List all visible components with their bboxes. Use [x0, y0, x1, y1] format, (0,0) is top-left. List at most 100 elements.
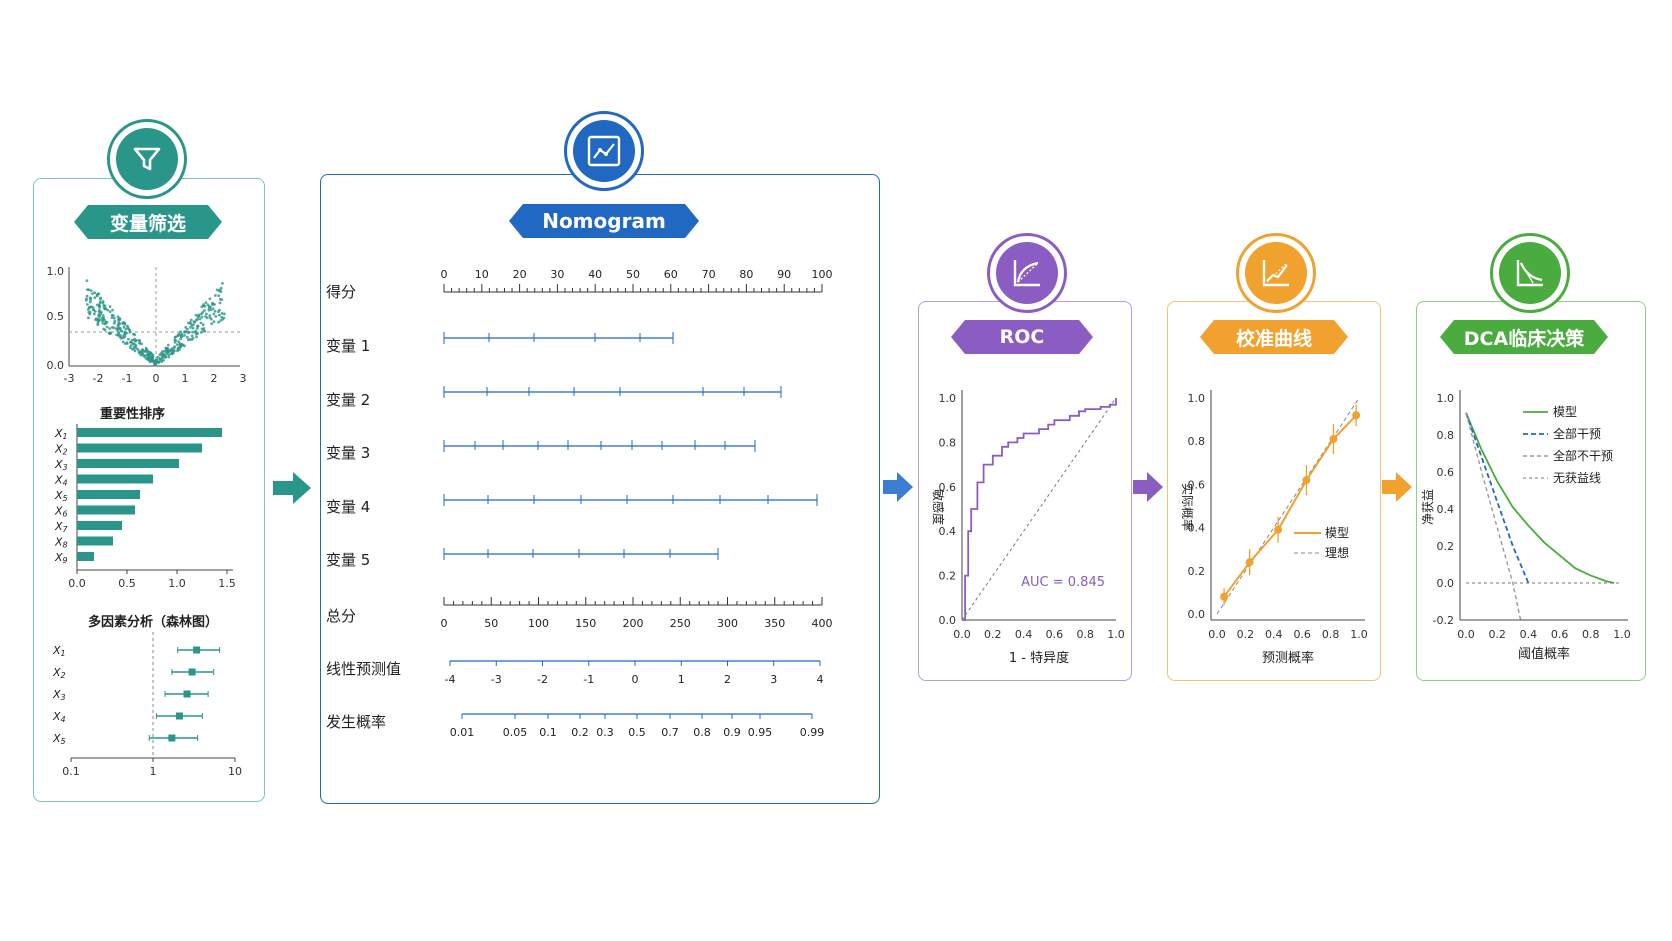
probability-tick-label: 0.95 — [748, 726, 773, 739]
dca-xtick: 1.0 — [1613, 628, 1631, 641]
volcano-point — [97, 304, 101, 307]
importance-label: X3 — [54, 458, 68, 472]
volcano-point — [179, 333, 183, 337]
probability-tick-label: 0.05 — [503, 726, 528, 739]
volcano-xtick: 2 — [211, 372, 218, 385]
calibration-xtick: 0.8 — [1322, 628, 1340, 641]
volcano-point — [204, 315, 208, 318]
linear-predictor-tick-label: 0 — [632, 673, 639, 686]
volcano-point — [186, 327, 189, 331]
volcano-point — [123, 335, 127, 339]
importance-tick-label: 0.5 — [118, 577, 136, 590]
forest-estimate — [168, 734, 176, 742]
volcano-point — [89, 289, 93, 292]
volcano-point — [110, 313, 114, 317]
nomogram-row-label: 总分 — [326, 607, 356, 625]
volcano-point — [116, 315, 120, 318]
importance-bar — [77, 552, 94, 561]
volcano-point — [87, 316, 90, 320]
total-tick-label: 150 — [575, 617, 596, 630]
volcano-point — [118, 322, 122, 326]
volcano-point — [179, 345, 183, 349]
roc-icon-circle — [987, 233, 1067, 313]
volcano-point — [112, 326, 116, 330]
calibration-panel — [1167, 301, 1381, 681]
probability-tick-label: 0.3 — [596, 726, 614, 739]
volcano-point — [191, 330, 195, 334]
nomogram-icon-circle — [564, 111, 644, 191]
probability-tick-label: 0.2 — [571, 726, 589, 739]
volcano-point — [111, 308, 114, 312]
forest-estimate — [183, 690, 191, 698]
volcano-point — [144, 357, 148, 360]
volcano-point — [101, 301, 105, 305]
volcano-point — [113, 319, 117, 323]
linear-predictor-tick-label: -2 — [537, 673, 548, 686]
nomogram-panel — [320, 174, 880, 804]
volcano-point — [87, 288, 91, 292]
volcano-point — [189, 318, 193, 322]
linear-predictor-tick-label: 3 — [770, 673, 777, 686]
volcano-point — [127, 337, 130, 341]
volcano-point — [148, 358, 152, 362]
volcano-point — [133, 337, 136, 341]
calibration-chart: 0.00.0 0.2 0.2 0.4 0.4 0.6 0.6 0.8 0.8 1.0 1.0 模型理想… — [1180, 390, 1368, 666]
volcano-point — [101, 318, 105, 321]
volcano-point — [207, 306, 211, 310]
probability-tick-label: 0.1 — [539, 726, 557, 739]
nomogram-row-label: 发生概率 — [326, 713, 386, 731]
importance-bar — [77, 459, 179, 468]
calibration-icon-circle — [1236, 233, 1316, 313]
forest-estimate — [193, 646, 201, 654]
score-tick-label: 0 — [441, 268, 448, 281]
volcano-point — [208, 297, 212, 301]
dca-panel — [1416, 301, 1646, 681]
volcano-point — [158, 353, 162, 357]
volcano-point — [156, 355, 160, 359]
volcano-point — [140, 351, 144, 354]
volcano-point — [108, 327, 112, 330]
volcano-point — [191, 326, 195, 330]
dca-series-line — [1465, 412, 1522, 621]
importance-label: X4 — [54, 474, 68, 488]
forest-tick-label: 10 — [228, 765, 242, 778]
volcano-point — [212, 312, 216, 316]
calibration-curve — [1223, 414, 1357, 598]
dca-xtick: 0.2 — [1488, 628, 1506, 641]
volcano-point — [136, 348, 140, 351]
calibration-point — [1245, 558, 1254, 567]
score-tick-label: 30 — [550, 268, 564, 281]
volcano-xtick: -3 — [64, 372, 75, 385]
volcano-point — [108, 305, 112, 308]
calibration-point — [1220, 592, 1229, 601]
dca-ylabel: 净获益 — [1421, 489, 1435, 525]
importance-label: X5 — [54, 489, 68, 503]
roc-title: ROC — [951, 320, 1093, 354]
volcano-point — [220, 315, 224, 319]
volcano-point — [187, 338, 190, 342]
volcano-point — [183, 330, 187, 334]
forest-label: X1 — [52, 644, 66, 658]
roc-xtick: 0.6 — [1046, 628, 1064, 641]
roc-xtick: 0.4 — [1015, 628, 1033, 641]
volcano-point — [117, 326, 120, 330]
volcano-point — [94, 318, 97, 321]
volcano-point — [200, 331, 203, 334]
volcano-point — [185, 335, 189, 339]
volcano-point — [115, 333, 118, 337]
volcano-point — [91, 292, 94, 295]
dca-ytick: -0.2 — [1433, 614, 1454, 627]
volcano-point — [215, 288, 219, 292]
volcano-point — [108, 332, 112, 335]
volcano-point — [222, 316, 226, 320]
volcano-point — [121, 340, 125, 344]
importance-bar — [77, 490, 140, 499]
volcano-point — [191, 336, 195, 340]
volcano-point — [218, 301, 222, 305]
linear-predictor-tick-label: -1 — [583, 673, 594, 686]
volcano-point — [99, 296, 102, 300]
volcano-point — [217, 310, 220, 314]
calibration-ytick: 0.2 — [1188, 565, 1206, 578]
calibration-legend-ideal: 理想 — [1325, 545, 1349, 560]
volcano-point — [176, 347, 180, 351]
